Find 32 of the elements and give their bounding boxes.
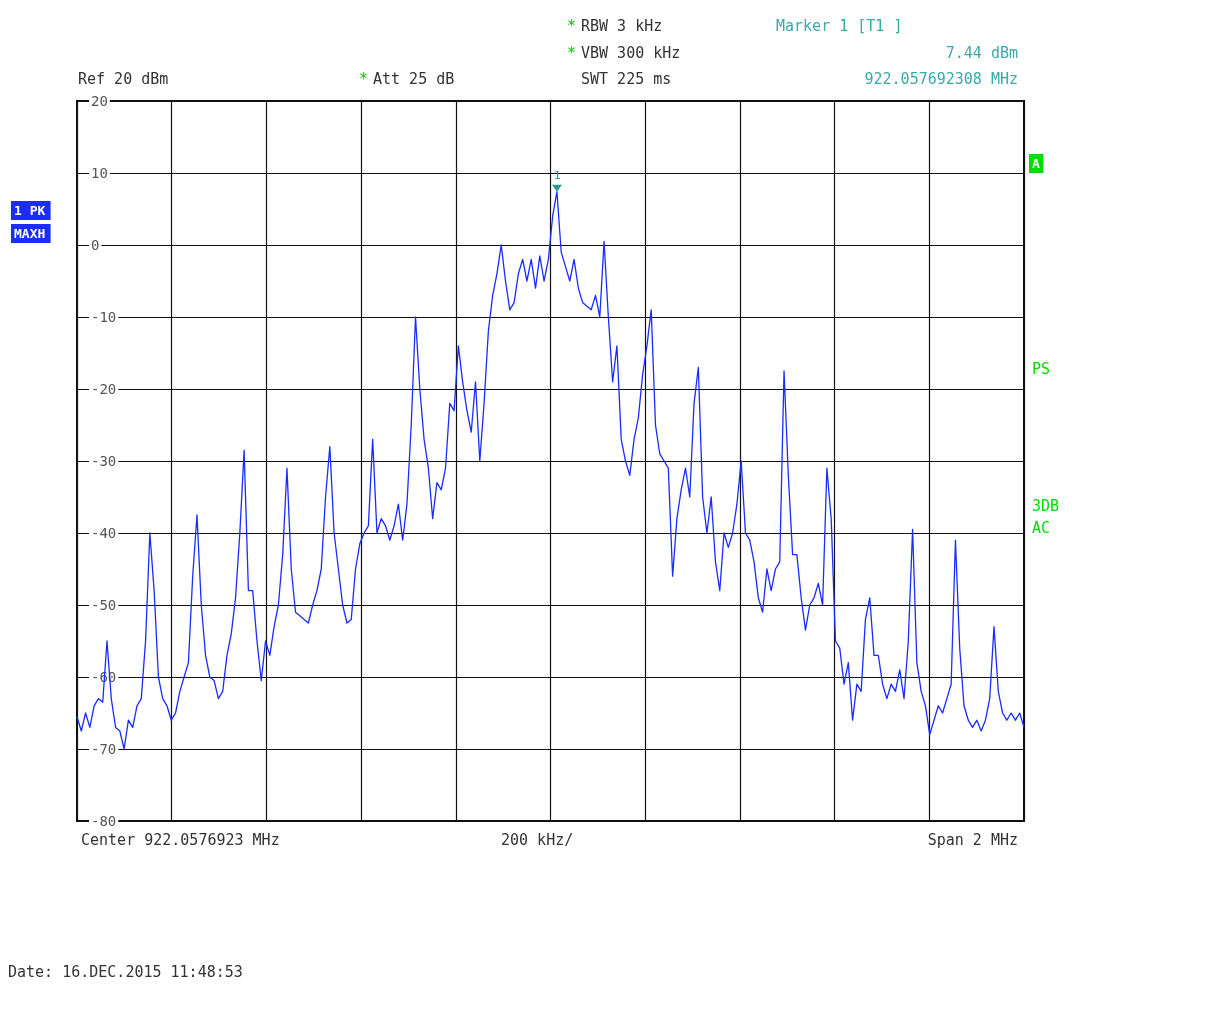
text: 200 kHz/ <box>501 830 574 849</box>
text: Date: 16.DEC.2015 11:48:53 <box>8 962 243 981</box>
y-tick-label: 0 <box>91 237 100 253</box>
text: * <box>359 69 369 88</box>
text: * <box>567 43 577 62</box>
text: PS <box>1032 359 1051 378</box>
y-tick-label: 20 <box>91 93 108 109</box>
annotation: 1 <box>553 168 561 182</box>
text: Att 25 dB <box>373 69 455 88</box>
y-tick-label: -20 <box>91 381 117 397</box>
y-tick-label: -80 <box>91 813 117 829</box>
y-tick-label: -50 <box>91 597 117 613</box>
text: Ref 20 dBm <box>78 69 169 88</box>
text: A <box>1032 156 1040 171</box>
text: AC <box>1032 518 1051 537</box>
text: SWT 225 ms <box>581 69 672 88</box>
text: 1 PK <box>14 203 46 218</box>
y-tick-label: 10 <box>91 165 108 181</box>
text: Marker 1 [T1 ] <box>776 16 903 35</box>
y-tick-label: -40 <box>91 525 117 541</box>
y-tick-label: -70 <box>91 741 117 757</box>
y-tick-label: -10 <box>91 309 117 325</box>
text: MAXH <box>14 226 46 241</box>
text: VBW 300 kHz <box>581 43 681 62</box>
y-tick-label: -30 <box>91 453 117 469</box>
text: Span 2 MHz <box>927 830 1018 849</box>
text: 7.44 dBm <box>945 43 1018 62</box>
text: 3DB <box>1032 496 1060 515</box>
text: Center 922.0576923 MHz <box>81 830 280 849</box>
text: 922.057692308 MHz <box>864 69 1019 88</box>
text: RBW 3 kHz <box>581 16 663 35</box>
text: * <box>567 16 577 35</box>
